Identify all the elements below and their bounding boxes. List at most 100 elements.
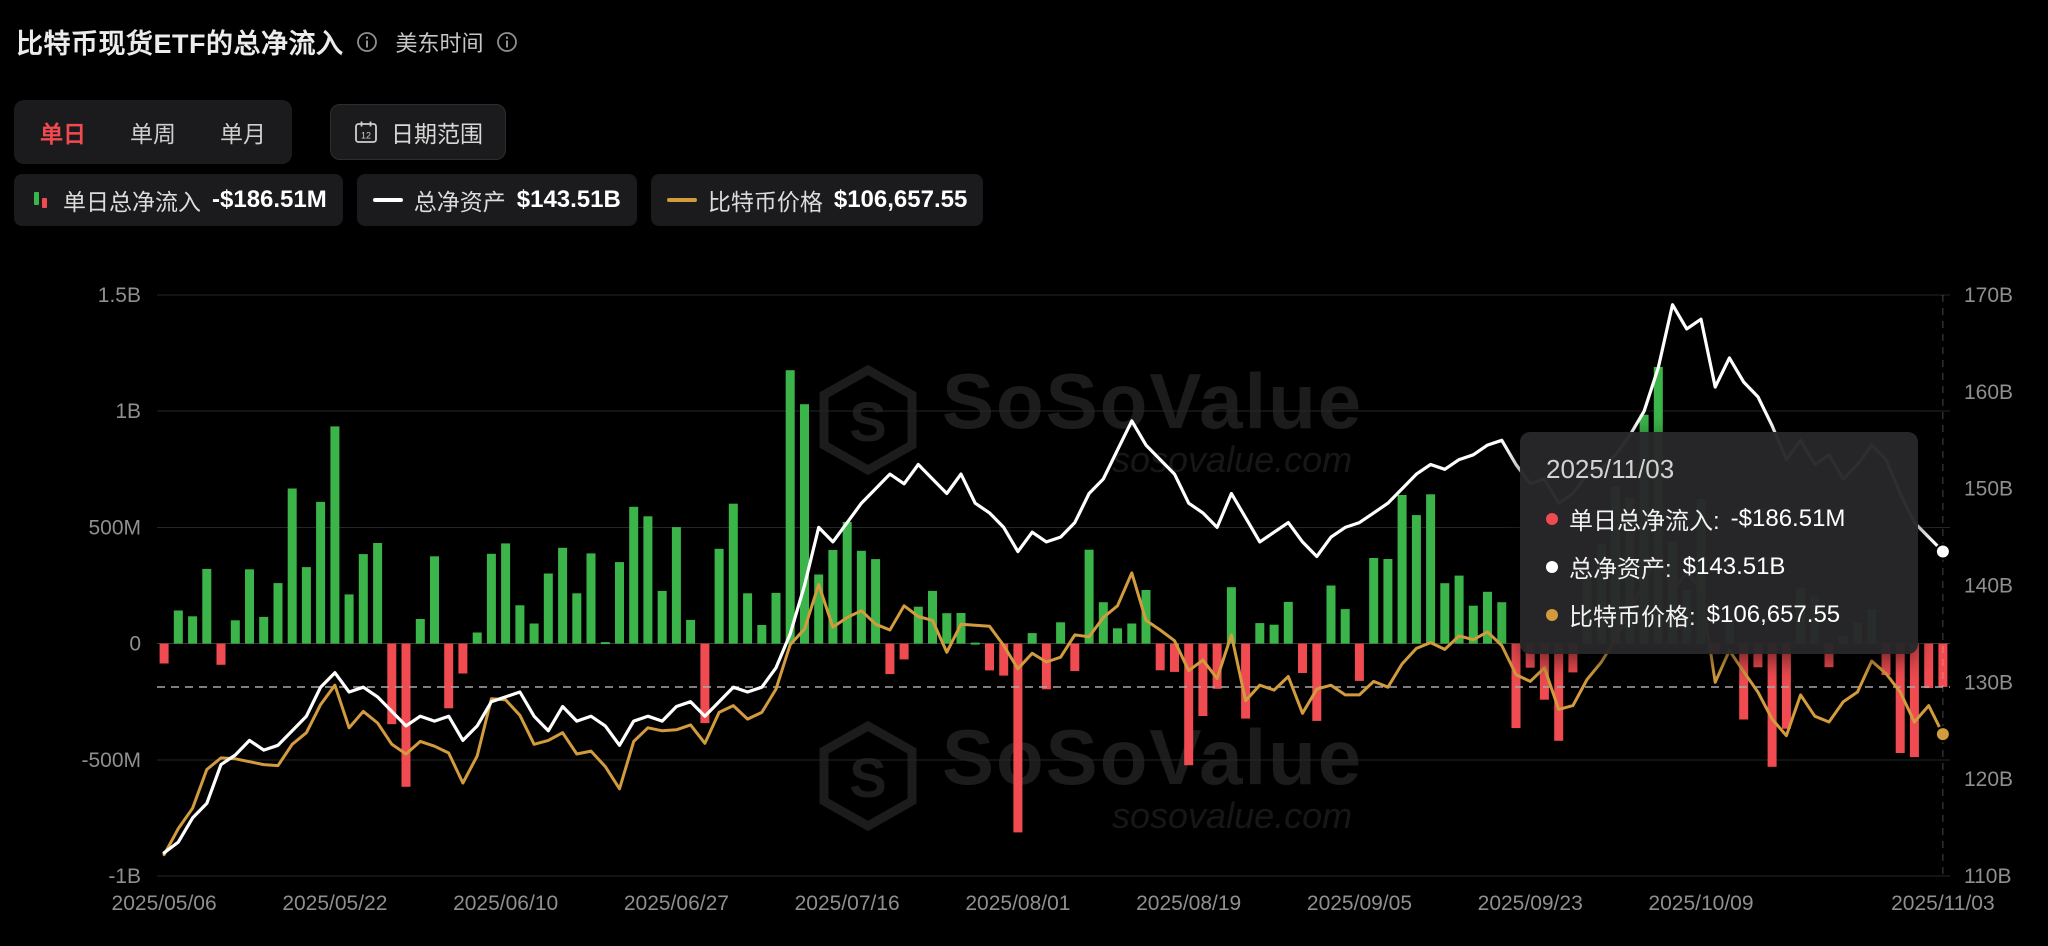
- flow-bar[interactable]: [629, 506, 639, 644]
- flow-bar[interactable]: [1070, 643, 1080, 671]
- flow-bar[interactable]: [686, 619, 696, 644]
- flow-bar[interactable]: [1938, 643, 1948, 687]
- flow-bar[interactable]: [1084, 549, 1094, 644]
- flow-bar[interactable]: [1226, 587, 1236, 644]
- flow-bar[interactable]: [287, 488, 297, 644]
- flow-bar[interactable]: [1511, 643, 1521, 729]
- flow-bar[interactable]: [1781, 643, 1791, 729]
- flow-bar[interactable]: [230, 620, 240, 644]
- flow-bar[interactable]: [202, 568, 212, 644]
- flow-bar[interactable]: [928, 590, 937, 644]
- flow-bar[interactable]: [643, 516, 653, 644]
- flow-bar[interactable]: [757, 625, 767, 644]
- date-range-button[interactable]: 12 日期范围: [330, 104, 506, 160]
- flow-bar[interactable]: [1739, 643, 1749, 720]
- flow-bar[interactable]: [486, 553, 496, 644]
- flow-bar[interactable]: [1113, 628, 1122, 644]
- flow-bar[interactable]: [1098, 602, 1108, 644]
- flow-bar[interactable]: [273, 583, 283, 644]
- flow-bar[interactable]: [1824, 643, 1834, 668]
- flow-bar[interactable]: [956, 613, 966, 644]
- flow-bar[interactable]: [785, 370, 795, 644]
- title-info-icon[interactable]: [356, 31, 378, 53]
- legend-item-net-assets[interactable]: 总净资产 $143.51B: [356, 174, 637, 226]
- flow-bar[interactable]: [1298, 643, 1307, 673]
- flow-bar[interactable]: [1155, 643, 1165, 671]
- flow-bar[interactable]: [1753, 643, 1763, 668]
- tab-daily[interactable]: 单日: [20, 106, 106, 158]
- flow-bar[interactable]: [1326, 585, 1336, 644]
- timezone-info-icon[interactable]: [496, 31, 518, 53]
- flow-bar[interactable]: [1041, 643, 1051, 690]
- flow-bar[interactable]: [942, 613, 952, 644]
- flow-bar[interactable]: [1184, 643, 1194, 766]
- legend-item-btc-price[interactable]: 比特币价格 $106,657.55: [650, 174, 984, 226]
- flow-bar[interactable]: [828, 550, 838, 644]
- tab-monthly[interactable]: 单月: [200, 106, 286, 158]
- flow-bar[interactable]: [1283, 601, 1293, 644]
- flow-bar[interactable]: [1354, 643, 1364, 681]
- flow-bar[interactable]: [871, 559, 881, 644]
- flow-bar[interactable]: [1198, 643, 1208, 716]
- flow-bar[interactable]: [985, 643, 994, 671]
- flow-bar[interactable]: [1440, 583, 1450, 644]
- flow-bar[interactable]: [1397, 495, 1407, 644]
- flow-bar[interactable]: [671, 527, 681, 644]
- flow-bar[interactable]: [1568, 643, 1578, 673]
- flow-bar[interactable]: [358, 554, 368, 644]
- flow-bar[interactable]: [814, 574, 824, 644]
- flow-bar[interactable]: [444, 643, 454, 709]
- flow-bar[interactable]: [173, 610, 183, 644]
- flow-bar[interactable]: [970, 642, 980, 645]
- flow-bar[interactable]: [1027, 633, 1037, 644]
- flow-bar[interactable]: [159, 643, 169, 664]
- flow-bar[interactable]: [387, 643, 397, 725]
- flow-bar[interactable]: [1895, 643, 1905, 753]
- flow-bar[interactable]: [1269, 624, 1279, 644]
- flow-bar[interactable]: [1454, 575, 1464, 644]
- flow-bar[interactable]: [1525, 643, 1535, 668]
- flow-bar[interactable]: [515, 605, 525, 644]
- flow-bar[interactable]: [529, 623, 539, 644]
- flow-bar[interactable]: [1554, 643, 1564, 741]
- flow-bar[interactable]: [1411, 515, 1421, 644]
- flow-bar[interactable]: [188, 616, 198, 644]
- flow-bar[interactable]: [999, 643, 1009, 676]
- flow-bar[interactable]: [913, 606, 923, 644]
- legend-item-daily-netflow[interactable]: 单日总净流入 -$186.51M: [14, 174, 343, 226]
- flow-bar[interactable]: [586, 553, 596, 644]
- flow-bar[interactable]: [1127, 623, 1137, 644]
- flow-bar[interactable]: [1426, 494, 1436, 644]
- flow-bar[interactable]: [259, 616, 269, 644]
- flow-bar[interactable]: [1241, 643, 1251, 719]
- flow-bar[interactable]: [1170, 643, 1179, 672]
- flow-bar[interactable]: [800, 404, 809, 644]
- tab-weekly[interactable]: 单周: [110, 106, 196, 158]
- flow-bar[interactable]: [1255, 623, 1265, 644]
- flow-bar[interactable]: [558, 547, 568, 644]
- flow-bar[interactable]: [842, 521, 852, 644]
- flow-bar[interactable]: [615, 562, 624, 644]
- flow-bar[interactable]: [1909, 643, 1919, 758]
- flow-bar[interactable]: [1212, 643, 1222, 689]
- flow-bar[interactable]: [600, 642, 610, 645]
- flow-bar[interactable]: [1881, 643, 1891, 676]
- flow-bar[interactable]: [1483, 591, 1492, 644]
- flow-bar[interactable]: [458, 643, 468, 674]
- flow-bar[interactable]: [856, 550, 866, 644]
- flow-bar[interactable]: [1013, 643, 1023, 833]
- flow-bar[interactable]: [1468, 605, 1478, 644]
- flow-bar[interactable]: [657, 590, 667, 644]
- flow-bar[interactable]: [543, 573, 553, 644]
- flow-bar[interactable]: [216, 643, 226, 665]
- flow-bar[interactable]: [344, 594, 354, 644]
- flow-bar[interactable]: [501, 543, 511, 644]
- flow-bar[interactable]: [700, 643, 710, 724]
- flow-bar[interactable]: [1312, 643, 1322, 721]
- flow-bar[interactable]: [771, 592, 781, 644]
- flow-bar[interactable]: [728, 503, 738, 644]
- flow-bar[interactable]: [1767, 643, 1777, 767]
- flow-bar[interactable]: [714, 548, 724, 644]
- flow-bar[interactable]: [1056, 622, 1066, 644]
- flow-bar[interactable]: [743, 593, 753, 644]
